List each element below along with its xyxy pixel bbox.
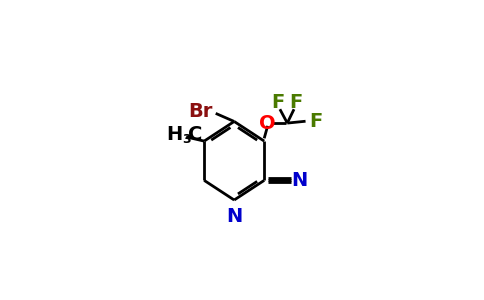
Text: 3: 3	[182, 133, 191, 146]
Text: F: F	[289, 94, 302, 112]
Text: Br: Br	[189, 102, 213, 121]
Text: F: F	[271, 94, 284, 112]
Text: N: N	[226, 207, 242, 226]
Text: N: N	[292, 171, 308, 190]
Text: F: F	[309, 112, 322, 131]
Text: C: C	[188, 125, 202, 144]
Text: O: O	[259, 114, 276, 133]
Text: H: H	[166, 125, 182, 144]
